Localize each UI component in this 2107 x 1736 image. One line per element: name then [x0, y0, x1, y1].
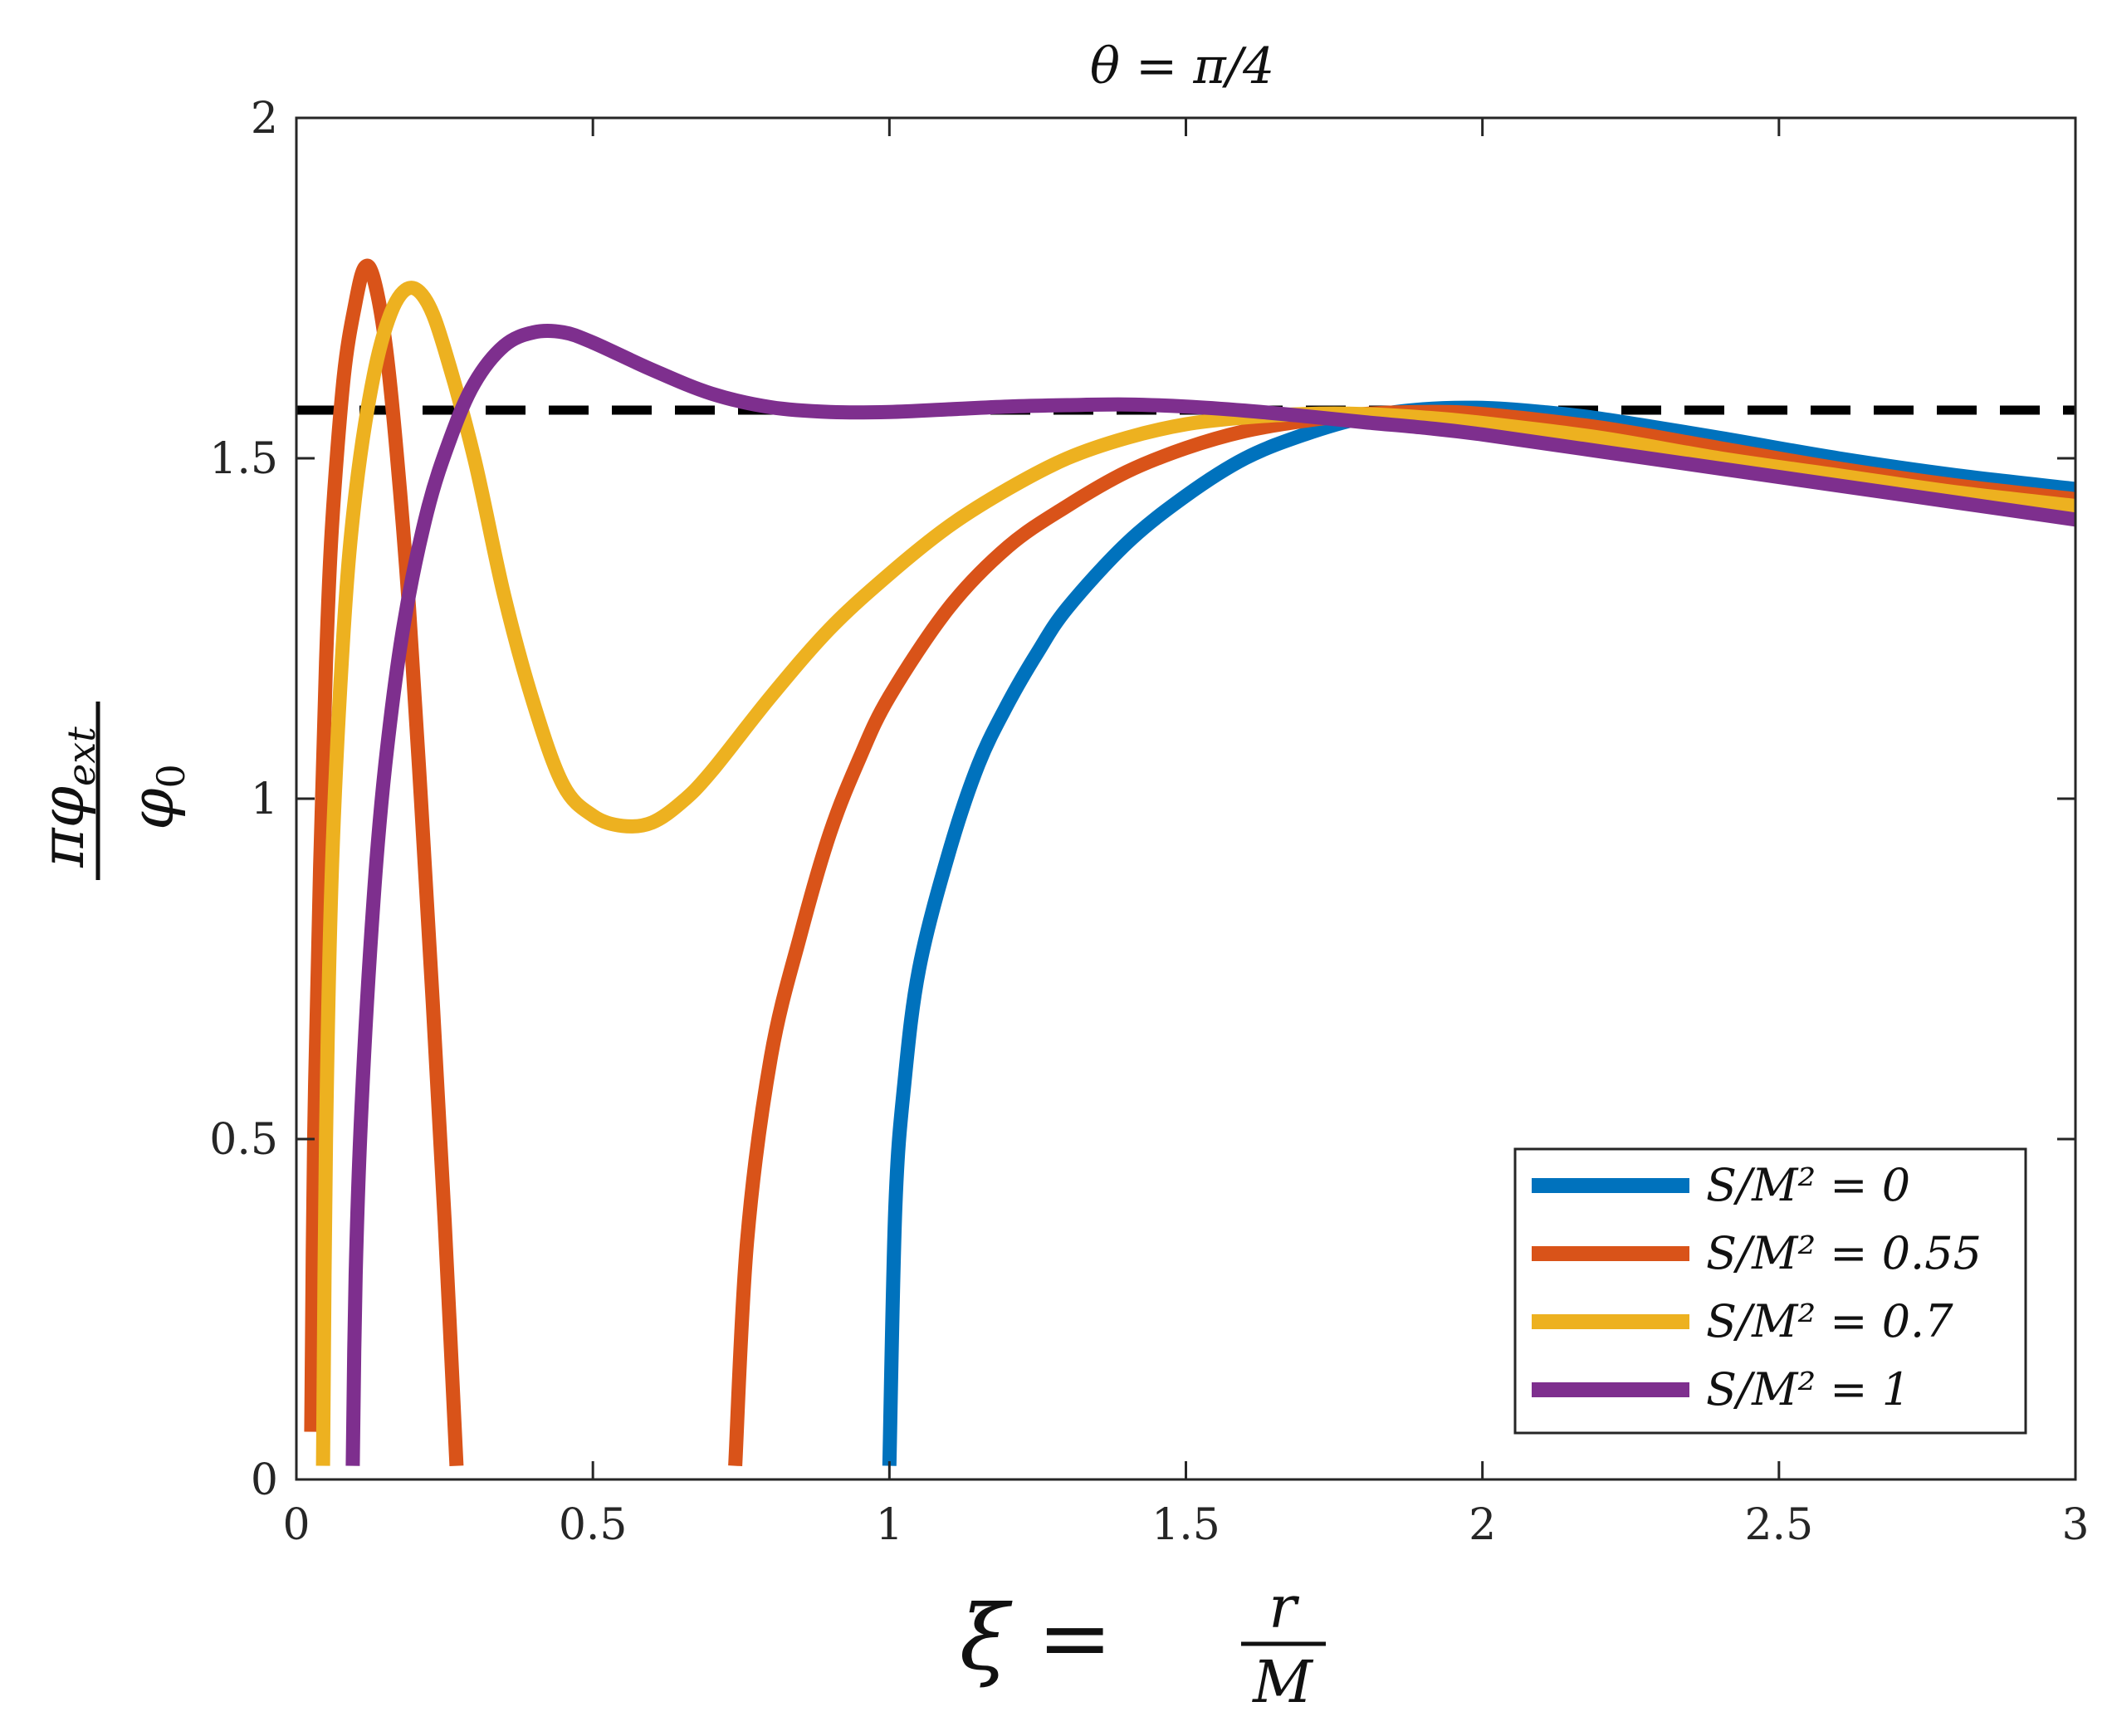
y-axis-label-denominator: φ0 — [117, 764, 193, 830]
y-tick-label: 2 — [251, 94, 278, 144]
legend-label-s1: S/M² = 1 — [1706, 1363, 1910, 1416]
x-tick-label: 1.5 — [1151, 1500, 1220, 1550]
series-line-2-segment-0 — [315, 281, 2075, 1466]
x-tick-label: 2 — [1469, 1500, 1496, 1550]
x-tick-label: 0.5 — [559, 1500, 628, 1550]
x-axis-label-denominator: M — [1251, 1648, 1314, 1716]
x-tick-label: 0 — [282, 1500, 310, 1550]
y-label-num-main: πφ — [27, 785, 97, 868]
y-axis-label: πφext φ0 — [27, 702, 193, 880]
legend-label-s0: S/M² = 0 — [1706, 1159, 1910, 1211]
series-line-3-segment-0 — [345, 324, 2075, 1466]
y-tick-label: 0.5 — [209, 1115, 278, 1165]
x-axis-label-numerator: r — [1269, 1573, 1299, 1641]
legend-label-s055: S/M² = 0.55 — [1706, 1227, 1982, 1279]
legend-label-s07: S/M² = 0.7 — [1706, 1295, 1953, 1347]
y-label-den-main: φ — [117, 788, 187, 830]
series-line-1-segment-0 — [304, 258, 464, 1467]
ticks-layer: 0 0.5 1 1.5 2 2.5 3 0 0.5 1 1.5 2 — [209, 94, 2089, 1550]
series-layer — [304, 258, 2075, 1467]
x-axis-label: ξ = r M — [960, 1573, 1326, 1716]
x-tick-label: 3 — [2061, 1500, 2089, 1550]
y-tick-label: 1 — [251, 775, 278, 824]
y-tick-label: 0 — [251, 1455, 278, 1505]
x-tick-label: 1 — [876, 1500, 903, 1550]
x-tick-label: 2.5 — [1744, 1500, 1813, 1550]
y-label-den-sub: 0 — [149, 764, 193, 788]
series-line-0-segment-0 — [882, 400, 2075, 1466]
series-line-1-segment-1 — [728, 404, 2075, 1467]
y-tick-label: 1.5 — [209, 434, 278, 484]
legend: S/M² = 0 S/M² = 0.55 S/M² = 0.7 S/M² = 1 — [1513, 1147, 2027, 1435]
chart-title: θ = π/4 — [1090, 37, 1274, 95]
x-axis-label-lhs: ξ = — [960, 1587, 1112, 1690]
